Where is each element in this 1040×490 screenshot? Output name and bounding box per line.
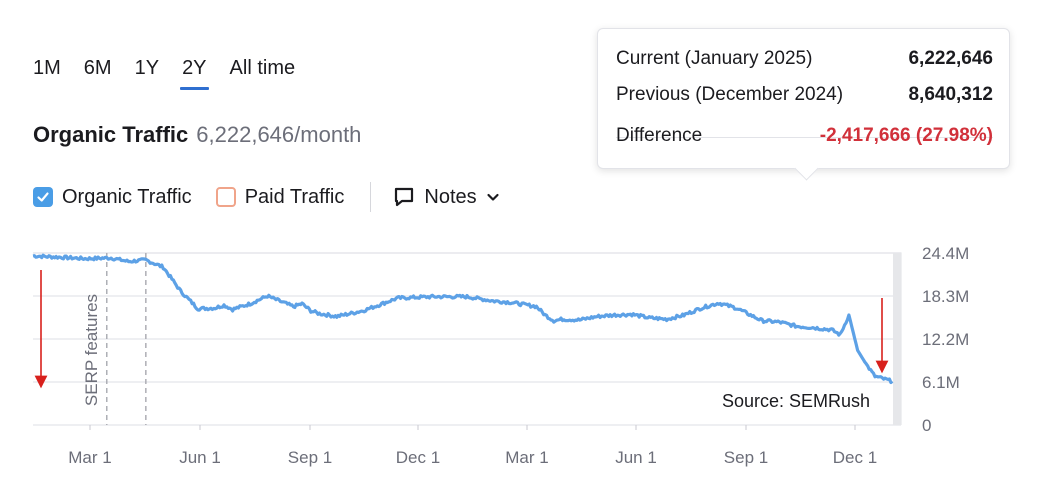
previous-row: Previous (December 2024) 8,640,312 [616, 84, 993, 106]
y-tick-label: 6.1M [922, 373, 960, 392]
period-2y[interactable]: 2Y [180, 57, 210, 90]
page-title: Organic Traffic 6,222,646/month [33, 121, 361, 149]
y-tick-label: 12.2M [922, 330, 969, 349]
paid-traffic-toggle[interactable]: Paid Traffic [215, 185, 345, 209]
organic-traffic-label: Organic Traffic [62, 185, 192, 208]
title-label: Organic Traffic [33, 122, 189, 147]
y-tick-label: 24.4M [922, 244, 969, 263]
x-tick-label: Jun 1 [615, 448, 657, 467]
comparison-tooltip: Current (January 2025) 6,222,646 Previou… [597, 28, 1010, 169]
annotation-layer [106, 253, 147, 425]
tooltip-divider [616, 137, 993, 138]
x-axis: Mar 1 Jun 1 Sep 1 Dec 1 Mar 1 Jun 1 Sep 1 Dec 1 [68, 425, 877, 467]
difference-value: -2,417,666 (27.98%) [819, 125, 993, 146]
x-tick-label: Mar 1 [505, 448, 548, 467]
period-1y[interactable]: 1Y [134, 57, 160, 79]
previous-label: Previous (December 2024) [616, 84, 844, 105]
period-1m[interactable]: 1M [33, 57, 61, 79]
organic-traffic-toggle[interactable]: Organic Traffic [33, 186, 192, 209]
x-tick-label: Sep 1 [288, 448, 332, 467]
x-tick-label: Sep 1 [724, 448, 768, 467]
traffic-metric: 6,222,646/month [196, 122, 362, 147]
difference-label: Difference [616, 125, 703, 146]
notes-icon [395, 187, 414, 207]
paid-traffic-label: Paid Traffic [244, 185, 345, 208]
y-tick-label: 18.3M [922, 287, 969, 306]
legend-divider [370, 182, 372, 212]
y-axis: 0 6.1M 12.2M 18.3M 24.4M [922, 244, 969, 435]
x-tick-label: Dec 1 [833, 448, 877, 467]
current-row: Current (January 2025) 6,222,646 [616, 48, 993, 70]
x-tick-label: Jun 1 [179, 448, 221, 467]
period-all-time[interactable]: All time [229, 57, 296, 79]
paid-checkbox[interactable] [215, 187, 236, 207]
difference-row: Difference -2,417,666 (27.98%) [616, 125, 993, 147]
notes-dropdown[interactable]: Notes [393, 186, 508, 209]
traffic-chart: 0 6.1M 12.2M 18.3M 24.4M Mar 1 Jun 1 Sep 1 Dec … [32, 244, 969, 467]
chevron-down-icon [487, 193, 499, 201]
period-6m[interactable]: 6M [83, 57, 112, 79]
x-tick-label: Dec 1 [396, 448, 440, 467]
legend-row: Organic Traffic Paid Traffic Notes [33, 182, 509, 212]
serp-features-annotation: SERP features [82, 294, 101, 406]
source-label: Source: SEMRush [722, 391, 870, 411]
y-tick-label: 0 [922, 416, 931, 435]
organic-traffic-line [32, 253, 894, 385]
organic-checkbox[interactable] [33, 187, 53, 207]
x-tick-label: Mar 1 [68, 448, 111, 467]
chart-edge-band [893, 253, 901, 425]
previous-value: 8,640,312 [908, 84, 993, 105]
current-value: 6,222,646 [908, 48, 993, 69]
check-icon [37, 192, 49, 202]
notes-label: Notes [424, 185, 477, 208]
period-tabs: 1M 6M 1Y 2Y All time [33, 55, 318, 90]
current-label: Current (January 2025) [616, 48, 813, 69]
